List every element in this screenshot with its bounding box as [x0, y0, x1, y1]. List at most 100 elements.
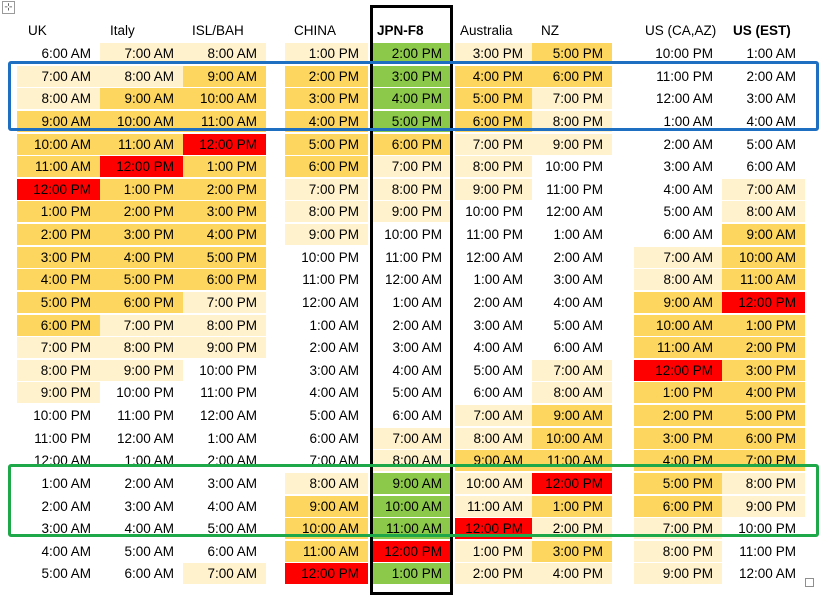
- time-cell: 10:00 AM: [17, 134, 100, 155]
- time-cell: 3:00 AM: [285, 360, 368, 381]
- time-cell: 7:00 PM: [285, 179, 368, 200]
- time-cell: 9:00 AM: [183, 66, 266, 87]
- time-cell: 8:00 AM: [17, 88, 100, 109]
- time-cell: 2:00 AM: [17, 496, 100, 517]
- time-cell: 2:00 PM: [532, 518, 612, 539]
- time-cell: 7:00 PM: [183, 292, 266, 313]
- time-cell: 2:00 PM: [17, 224, 100, 245]
- time-cell: 3:00 AM: [17, 518, 100, 539]
- time-cell: 8:00 AM: [722, 201, 805, 222]
- time-cell: 11:00 PM: [634, 66, 722, 87]
- time-cell: 2:00 AM: [634, 134, 722, 155]
- time-cell: 12:00 AM: [100, 428, 183, 449]
- column-header: Australia: [460, 23, 513, 38]
- time-cell: 12:00 PM: [100, 156, 183, 177]
- time-cell: 11:00 AM: [532, 450, 612, 471]
- time-cell: 7:00 PM: [17, 337, 100, 358]
- column-header: US (CA,AZ): [645, 23, 717, 38]
- time-cell: 12:00 PM: [17, 179, 100, 200]
- time-cell: 11:00 AM: [285, 541, 368, 562]
- time-cell: 3:00 AM: [634, 156, 722, 177]
- time-cell: 8:00 PM: [532, 111, 612, 132]
- time-cell: 11:00 AM: [634, 337, 722, 358]
- time-cell: 3:00 AM: [100, 496, 183, 517]
- time-cell: 6:00 AM: [634, 224, 722, 245]
- time-cell: 2:00 AM: [722, 66, 805, 87]
- time-cell: 5:00 PM: [455, 88, 532, 109]
- time-cell: 10:00 PM: [100, 382, 183, 403]
- time-cell: 9:00 AM: [17, 111, 100, 132]
- time-cell: 7:00 AM: [285, 450, 368, 471]
- time-cell: 4:00 PM: [285, 111, 368, 132]
- time-cell: 3:00 PM: [634, 428, 722, 449]
- time-cell: 5:00 AM: [183, 518, 266, 539]
- time-cell: 10:00 PM: [722, 518, 805, 539]
- time-cell: 8:00 PM: [722, 473, 805, 494]
- time-cell: 2:00 PM: [285, 66, 368, 87]
- time-cell: 1:00 AM: [183, 428, 266, 449]
- time-cell: 8:00 AM: [100, 66, 183, 87]
- time-cell: 11:00 PM: [183, 382, 266, 403]
- time-cell: 3:00 PM: [285, 88, 368, 109]
- time-cell: 8:00 PM: [455, 156, 532, 177]
- time-cell: 5:00 PM: [183, 247, 266, 268]
- time-cell: 2:00 AM: [455, 292, 532, 313]
- time-cell: 5:00 PM: [100, 269, 183, 290]
- time-cell: 1:00 PM: [532, 496, 612, 517]
- time-cell: 4:00 AM: [17, 541, 100, 562]
- time-cell: 2:00 PM: [183, 179, 266, 200]
- time-cell: 2:00 PM: [634, 405, 722, 426]
- time-cell: 11:00 PM: [722, 541, 805, 562]
- time-cell: 7:00 PM: [722, 450, 805, 471]
- column-header: CHINA: [294, 23, 337, 38]
- time-cell: 4:00 AM: [722, 111, 805, 132]
- time-cell: 3:00 AM: [183, 473, 266, 494]
- time-cell: 12:00 PM: [722, 292, 805, 313]
- time-cell: 10:00 AM: [183, 88, 266, 109]
- time-cell: 9:00 AM: [634, 292, 722, 313]
- time-cell: 2:00 AM: [532, 247, 612, 268]
- time-cell: 7:00 AM: [455, 405, 532, 426]
- time-cell: 4:00 PM: [532, 563, 612, 584]
- time-cell: 7:00 AM: [722, 179, 805, 200]
- time-cell: 5:00 AM: [455, 360, 532, 381]
- time-cell: 2:00 AM: [183, 450, 266, 471]
- time-cell: 8:00 AM: [532, 382, 612, 403]
- time-cell: 5:00 AM: [285, 405, 368, 426]
- time-cell: 12:00 AM: [722, 563, 805, 584]
- time-cell: 12:00 AM: [373, 269, 451, 290]
- time-cell: 8:00 AM: [285, 473, 368, 494]
- time-cell: 11:00 PM: [532, 179, 612, 200]
- time-cell: 10:00 PM: [285, 247, 368, 268]
- table-resize-handle-icon[interactable]: [805, 578, 814, 587]
- time-cell: 9:00 AM: [455, 450, 532, 471]
- time-cell: 9:00 PM: [285, 224, 368, 245]
- time-cell: 3:00 PM: [100, 224, 183, 245]
- time-cell: 1:00 PM: [100, 179, 183, 200]
- time-cell: 2:00 AM: [100, 473, 183, 494]
- time-cell: 5:00 AM: [100, 541, 183, 562]
- time-cell: 7:00 PM: [100, 315, 183, 336]
- time-cell: 7:00 AM: [183, 563, 266, 584]
- time-cell: 11:00 PM: [285, 269, 368, 290]
- time-cell: 3:00 AM: [455, 315, 532, 336]
- column-header: NZ: [541, 23, 559, 38]
- time-cell: 3:00 PM: [17, 247, 100, 268]
- time-cell: 7:00 PM: [532, 88, 612, 109]
- time-cell: 7:00 PM: [373, 156, 451, 177]
- time-cell: 9:00 AM: [100, 88, 183, 109]
- time-cell: 9:00 AM: [285, 496, 368, 517]
- time-cell: 3:00 PM: [373, 66, 451, 87]
- time-cell: 11:00 PM: [373, 247, 451, 268]
- time-cell: 1:00 PM: [455, 541, 532, 562]
- table-move-handle-icon[interactable]: ⊹: [2, 1, 15, 14]
- time-cell: 1:00 AM: [285, 315, 368, 336]
- column-header: Italy: [110, 23, 135, 38]
- time-cell: 11:00 AM: [17, 156, 100, 177]
- time-cell: 8:00 PM: [100, 337, 183, 358]
- time-cell: 5:00 AM: [532, 315, 612, 336]
- time-cell: 8:00 PM: [634, 541, 722, 562]
- time-cell: 6:00 AM: [100, 563, 183, 584]
- time-cell: 9:00 PM: [722, 496, 805, 517]
- time-cell: 12:00 AM: [285, 292, 368, 313]
